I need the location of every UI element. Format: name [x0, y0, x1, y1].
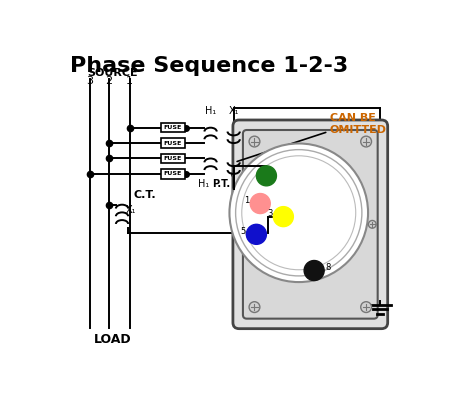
Text: 1: 1 [126, 76, 133, 86]
Text: CAN BE
OMITTED: CAN BE OMITTED [330, 113, 387, 135]
Circle shape [361, 136, 372, 147]
Text: Phase Sequence 1-2-3: Phase Sequence 1-2-3 [70, 56, 348, 76]
Text: FUSE: FUSE [164, 141, 182, 146]
Text: 5: 5 [240, 227, 246, 236]
Circle shape [304, 260, 324, 280]
Circle shape [249, 302, 260, 312]
Circle shape [273, 207, 293, 227]
Circle shape [242, 156, 356, 270]
Bar [161, 169, 185, 178]
Text: 1: 1 [244, 196, 249, 205]
Bar [161, 123, 185, 132]
Circle shape [250, 193, 270, 213]
Circle shape [236, 150, 362, 276]
Text: 3: 3 [267, 209, 273, 218]
Text: FUSE: FUSE [164, 171, 182, 176]
Circle shape [368, 220, 376, 228]
Bar [161, 139, 185, 148]
FancyBboxPatch shape [233, 120, 388, 329]
Text: H₁: H₁ [198, 179, 209, 189]
Text: P.T.: P.T. [212, 179, 230, 189]
Text: SOURCE: SOURCE [87, 68, 138, 78]
Text: X₁: X₁ [228, 106, 239, 116]
Bar [161, 154, 185, 163]
Text: FUSE: FUSE [164, 156, 182, 161]
Text: C.T.: C.T. [134, 190, 156, 200]
Text: X₁: X₁ [126, 205, 137, 215]
Text: 8: 8 [325, 263, 330, 272]
Circle shape [246, 224, 266, 244]
Circle shape [361, 302, 372, 312]
Text: LOAD: LOAD [93, 333, 131, 346]
Text: H₁: H₁ [205, 106, 216, 116]
Circle shape [229, 144, 368, 282]
Circle shape [256, 166, 276, 186]
FancyBboxPatch shape [243, 130, 378, 319]
Circle shape [249, 136, 260, 147]
Text: 2: 2 [105, 76, 112, 86]
Text: X₁: X₁ [237, 179, 247, 189]
Text: 3: 3 [86, 76, 93, 86]
Text: FUSE: FUSE [164, 125, 182, 130]
